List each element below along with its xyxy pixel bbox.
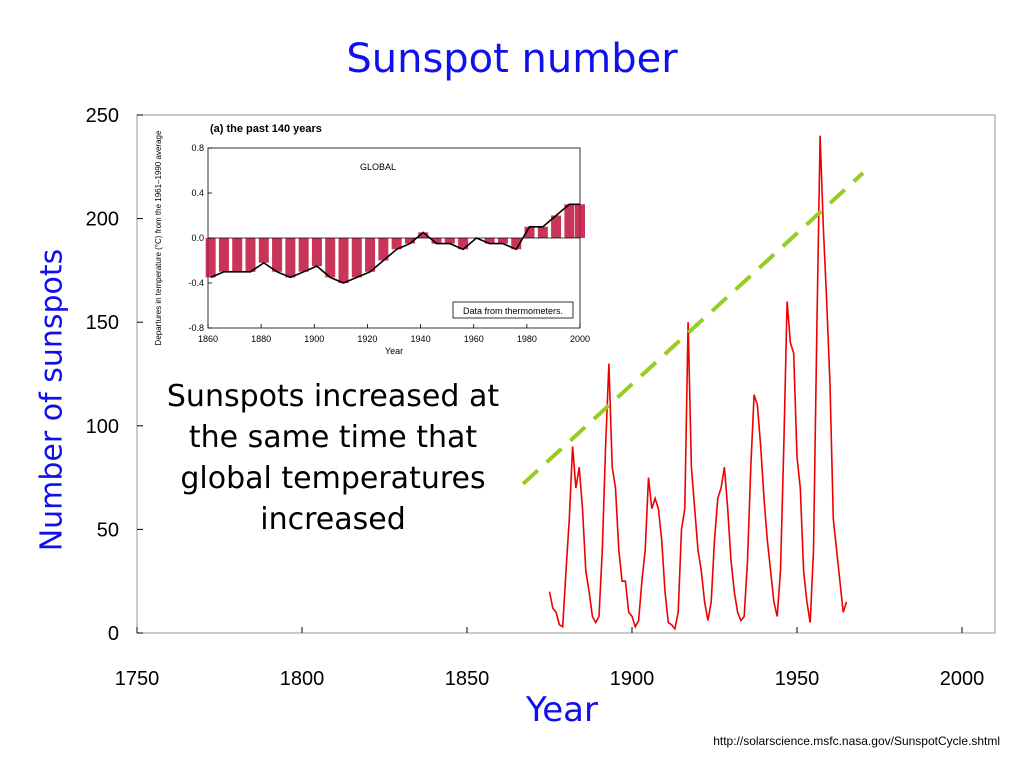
inset-y-axis-label: Departures in temperature (°C) from the … — [154, 130, 163, 345]
inset-bar — [575, 204, 585, 238]
inset-y-tick-label: 0.8 — [191, 143, 204, 153]
inset-bar — [458, 238, 469, 250]
inset-bar — [285, 238, 296, 278]
inset-region-label: GLOBAL — [360, 162, 396, 172]
x-tick-label: 1800 — [280, 668, 325, 690]
inset-y-tick-label: 0.4 — [191, 188, 204, 198]
inset-temperature-chart: (a) the past 140 years GLOBAL -0.8 -0.4 0.… — [148, 116, 598, 361]
inset-bar — [351, 238, 362, 278]
y-tick-label: 200 — [86, 209, 119, 231]
inset-x-tick-label: 1980 — [517, 334, 537, 344]
inset-bar — [511, 238, 522, 250]
x-tick-label: 1900 — [610, 668, 655, 690]
inset-legend-note: Data from thermometers. — [463, 306, 563, 316]
inset-bar — [365, 238, 376, 272]
inset-x-tick-label: 1920 — [357, 334, 377, 344]
inset-x-axis-label: Year — [385, 346, 403, 356]
inset-y-tick-label: 0.0 — [191, 233, 204, 243]
sunspot-series-line — [548, 135, 848, 631]
inset-bar — [564, 204, 575, 238]
inset-bar — [258, 238, 269, 263]
inset-bar — [484, 238, 495, 244]
inset-bar — [391, 238, 402, 250]
inset-bar — [338, 238, 349, 283]
inset-legend-box — [452, 301, 574, 319]
trend-line — [521, 171, 865, 486]
inset-bar — [444, 238, 455, 244]
inset-bar — [218, 238, 229, 272]
inset-bar — [404, 238, 415, 244]
y-tick-label: 150 — [86, 312, 119, 334]
inset-bar — [311, 238, 322, 267]
y-tick-label: 100 — [86, 416, 119, 438]
y-tick-label: 50 — [97, 519, 119, 541]
x-tick-label: 1950 — [775, 668, 820, 690]
x-tick-label: 1750 — [115, 668, 160, 690]
inset-x-tick-label: 1960 — [464, 334, 484, 344]
inset-bar — [497, 238, 508, 244]
inset-bar — [524, 226, 535, 238]
inset-x-tick-label: 1880 — [251, 334, 271, 344]
inset-bar — [418, 232, 429, 238]
inset-bar — [378, 238, 389, 261]
inset-smoothed-line — [210, 203, 580, 284]
y-tick-label: 250 — [86, 105, 119, 127]
annotation-text: Sunspots increased at the same time that… — [166, 379, 500, 537]
x-tick-label: 1850 — [445, 668, 490, 690]
inset-bar — [205, 238, 216, 278]
inset-bar — [272, 238, 283, 272]
inset-bar — [551, 215, 562, 238]
inset-bar — [298, 238, 309, 272]
inset-bar — [325, 238, 336, 278]
plot-area-frame — [136, 114, 996, 634]
inset-bar — [431, 238, 442, 244]
source-url: http://solarscience.msfc.nasa.gov/Sunspo… — [713, 734, 1000, 748]
inset-y-tick-label: -0.8 — [188, 323, 204, 333]
inset-bar — [537, 226, 548, 238]
x-tick-label: 2000 — [940, 668, 985, 690]
x-axis-label: Year — [526, 690, 598, 730]
inset-bar — [232, 238, 243, 272]
slide-title: Sunspot number — [346, 36, 678, 82]
inset-title: (a) the past 140 years — [210, 123, 322, 135]
y-tick-label: 0 — [108, 623, 119, 645]
inset-x-tick-label: 1900 — [304, 334, 324, 344]
inset-y-tick-label: -0.4 — [188, 278, 204, 288]
inset-x-tick-label: 1860 — [198, 334, 218, 344]
inset-bar — [245, 238, 256, 272]
inset-x-tick-label: 2000 — [570, 334, 590, 344]
inset-x-tick-label: 1940 — [411, 334, 431, 344]
